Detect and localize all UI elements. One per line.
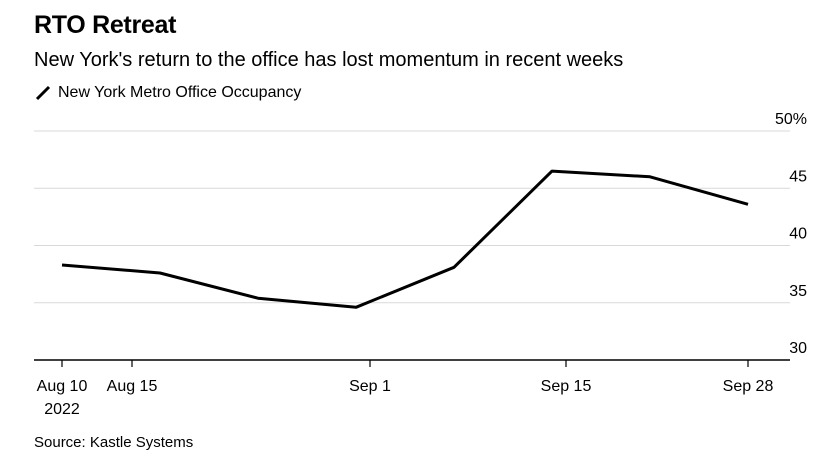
x-tick-label: Aug 15 xyxy=(107,378,158,395)
y-tick-label: 45 xyxy=(789,168,807,185)
series-line xyxy=(61,169,749,309)
y-tick-label: 35 xyxy=(789,283,807,300)
x-tick-label: Aug 10 xyxy=(37,378,88,395)
source-note: Source: Kastle Systems xyxy=(34,434,194,451)
y-tick-label: 50% xyxy=(775,111,807,128)
x-tick-label: Sep 28 xyxy=(723,378,774,395)
y-tick-label: 40 xyxy=(789,226,807,243)
x-tick-label: Sep 1 xyxy=(349,378,391,395)
chart-title: RTO Retreat xyxy=(34,11,177,39)
x-tick-sublabel: 2022 xyxy=(44,401,80,418)
legend: New York Metro Office Occupancy xyxy=(34,82,301,104)
y-tick-label: 30 xyxy=(789,340,807,357)
legend-label: New York Metro Office Occupancy xyxy=(58,84,302,101)
x-tick-label: Sep 15 xyxy=(541,378,592,395)
line-swatch-icon xyxy=(35,85,51,101)
chart-subtitle: New York's return to the office has lost… xyxy=(34,49,624,71)
